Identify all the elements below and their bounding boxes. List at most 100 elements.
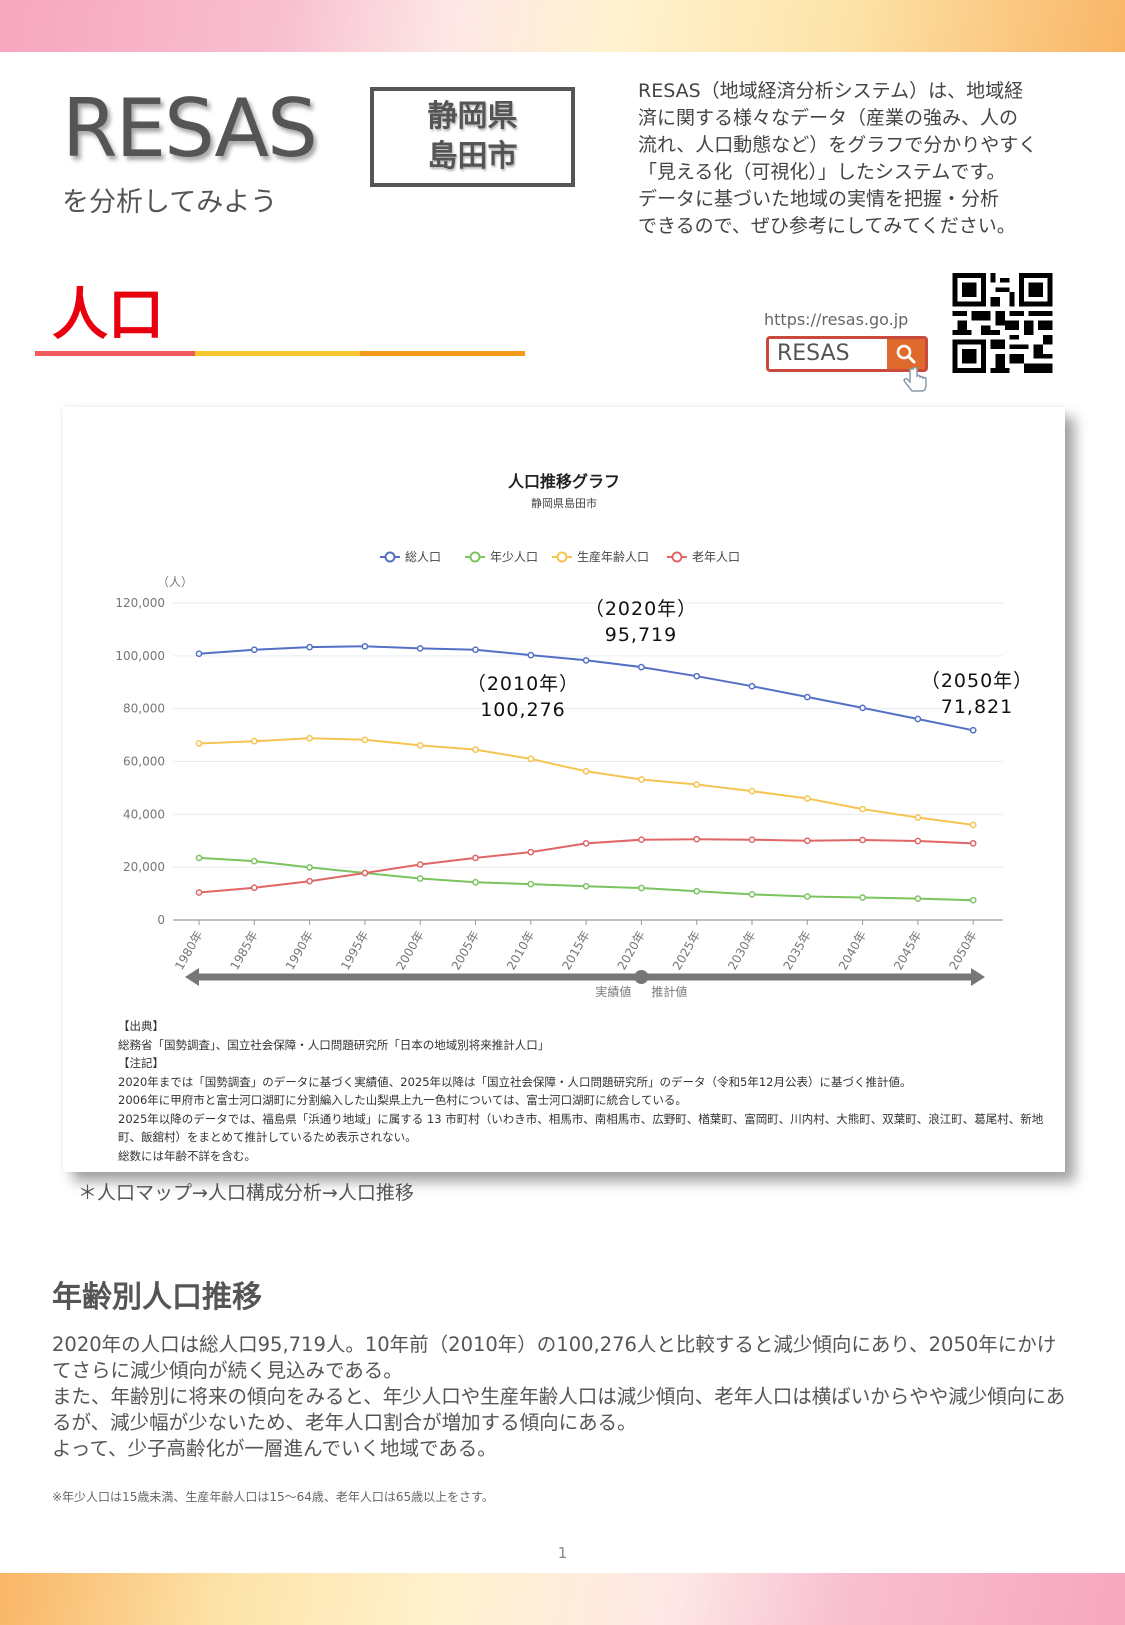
data-point[interactable]: [859, 836, 866, 844]
data-point[interactable]: [472, 854, 479, 862]
series-line: [198, 737, 974, 826]
actual-values-label: 実績値: [595, 984, 631, 999]
data-point[interactable]: [527, 880, 535, 888]
search-query[interactable]: RESAS: [777, 341, 850, 366]
site-url-link[interactable]: https://resas.go.jp: [764, 310, 909, 329]
data-point[interactable]: [748, 787, 756, 795]
y-tick-label: 60,000: [123, 755, 165, 769]
chart-notes: 【出典】 総務省「国勢調査」、国立社会保障・人口問題研究所「日本の地域別将来推計…: [118, 1017, 1048, 1165]
data-point[interactable]: [250, 857, 258, 865]
data-point[interactable]: [914, 895, 922, 902]
data-point[interactable]: [250, 737, 258, 745]
source-heading: 【出典】: [118, 1019, 164, 1033]
qr-code-icon[interactable]: [950, 273, 1055, 373]
data-point[interactable]: [748, 682, 756, 690]
legend-item[interactable]: 生産年齢人口: [577, 549, 649, 564]
x-tick-label: 2040年: [836, 929, 869, 973]
data-point[interactable]: [969, 821, 977, 829]
data-point[interactable]: [416, 861, 424, 868]
data-point[interactable]: [969, 840, 977, 847]
data-point[interactable]: [969, 896, 977, 904]
note-line: 2006年に甲府市と富士河口湖町に分割編入した山梨県上九一色村については、富士河…: [118, 1093, 687, 1107]
annotation-value: 71,821: [941, 696, 1013, 718]
x-tick-label: 1995年: [338, 929, 371, 973]
data-point[interactable]: [638, 836, 645, 844]
data-point[interactable]: [306, 877, 313, 885]
age-definition-footnote: ※年少人口は15歳未満、生産年齢人口は15～64歳、老年人口は65歳以上をさす。: [52, 1490, 494, 1504]
data-point[interactable]: [195, 740, 203, 747]
data-point[interactable]: [582, 767, 590, 775]
x-tick-label: 2020年: [615, 929, 648, 973]
data-point[interactable]: [472, 746, 479, 753]
data-point[interactable]: [582, 882, 590, 890]
data-point[interactable]: [416, 875, 424, 882]
data-point[interactable]: [306, 643, 313, 651]
rule-segment: [360, 351, 525, 356]
y-axis-unit: （人）: [157, 575, 193, 589]
data-point[interactable]: [969, 726, 977, 734]
data-point[interactable]: [803, 693, 811, 701]
data-point[interactable]: [638, 776, 645, 783]
data-point[interactable]: [527, 755, 535, 763]
data-point[interactable]: [914, 814, 922, 821]
data-point[interactable]: [250, 884, 258, 892]
data-point[interactable]: [416, 645, 424, 652]
data-point[interactable]: [859, 805, 866, 813]
legend-marker-icon: [556, 551, 568, 563]
annotation-year: （2010年）: [467, 673, 579, 695]
legend-item[interactable]: 年少人口: [490, 550, 538, 564]
search-button[interactable]: [887, 339, 925, 369]
data-point[interactable]: [527, 651, 535, 659]
data-point[interactable]: [582, 840, 590, 847]
city-label: 島田市: [427, 139, 518, 174]
data-point[interactable]: [250, 646, 258, 654]
paragraph: また、年齢別に将来の傾向をみると、年少人口や生産年齢人口は減少傾向、老年人口は横…: [52, 1385, 1066, 1434]
data-point[interactable]: [361, 869, 369, 877]
legend-item[interactable]: 老年人口: [692, 550, 740, 564]
data-point[interactable]: [693, 672, 701, 680]
data-point[interactable]: [472, 646, 479, 654]
chart-subtitle: 静岡県島田市: [531, 496, 597, 510]
data-point[interactable]: [306, 734, 313, 742]
projected-values-label: 推計値: [651, 984, 687, 999]
data-point[interactable]: [306, 864, 313, 871]
region-box: 静岡県 島田市: [370, 87, 575, 187]
data-point[interactable]: [693, 887, 701, 895]
data-point[interactable]: [803, 837, 811, 845]
data-point[interactable]: [803, 893, 811, 900]
age-section-body: 2020年の人口は総人口95,719人。10年前（2010年）の100,276人…: [52, 1332, 1072, 1462]
data-point[interactable]: [748, 891, 756, 898]
data-point[interactable]: [693, 835, 701, 843]
data-point[interactable]: [472, 878, 479, 886]
arrow-left-icon: [185, 968, 199, 986]
data-point[interactable]: [582, 656, 590, 664]
x-tick-label: 2030年: [725, 929, 758, 973]
data-point[interactable]: [748, 836, 756, 844]
data-point[interactable]: [803, 795, 811, 802]
intro-line: できるので、ぜひ参考にしてみてください。: [638, 215, 1016, 237]
data-point[interactable]: [361, 642, 369, 650]
data-point[interactable]: [859, 894, 866, 901]
data-point[interactable]: [638, 663, 645, 671]
data-point[interactable]: [914, 715, 922, 723]
data-point[interactable]: [638, 884, 645, 892]
data-point[interactable]: [195, 854, 203, 862]
resas-search-box[interactable]: RESAS: [766, 336, 928, 372]
data-point[interactable]: [416, 742, 424, 749]
data-point[interactable]: [914, 837, 922, 845]
search-icon: [896, 344, 916, 364]
x-tick-label: 2010年: [504, 929, 537, 973]
data-point[interactable]: [195, 650, 203, 658]
data-point[interactable]: [195, 889, 203, 896]
data-point[interactable]: [693, 781, 701, 788]
legend-item[interactable]: 総人口: [405, 550, 441, 564]
data-point[interactable]: [859, 704, 866, 712]
section-rule: [35, 351, 525, 356]
data-point[interactable]: [361, 736, 369, 744]
intro-line: RESAS（地域経済分析システム）は、地域経: [638, 80, 1024, 102]
resas-logo: RESAS: [62, 82, 318, 175]
x-tick-label: 1985年: [228, 929, 261, 973]
legend-marker-icon: [671, 551, 683, 563]
y-tick-label: 20,000: [123, 860, 165, 874]
data-point[interactable]: [527, 848, 535, 856]
